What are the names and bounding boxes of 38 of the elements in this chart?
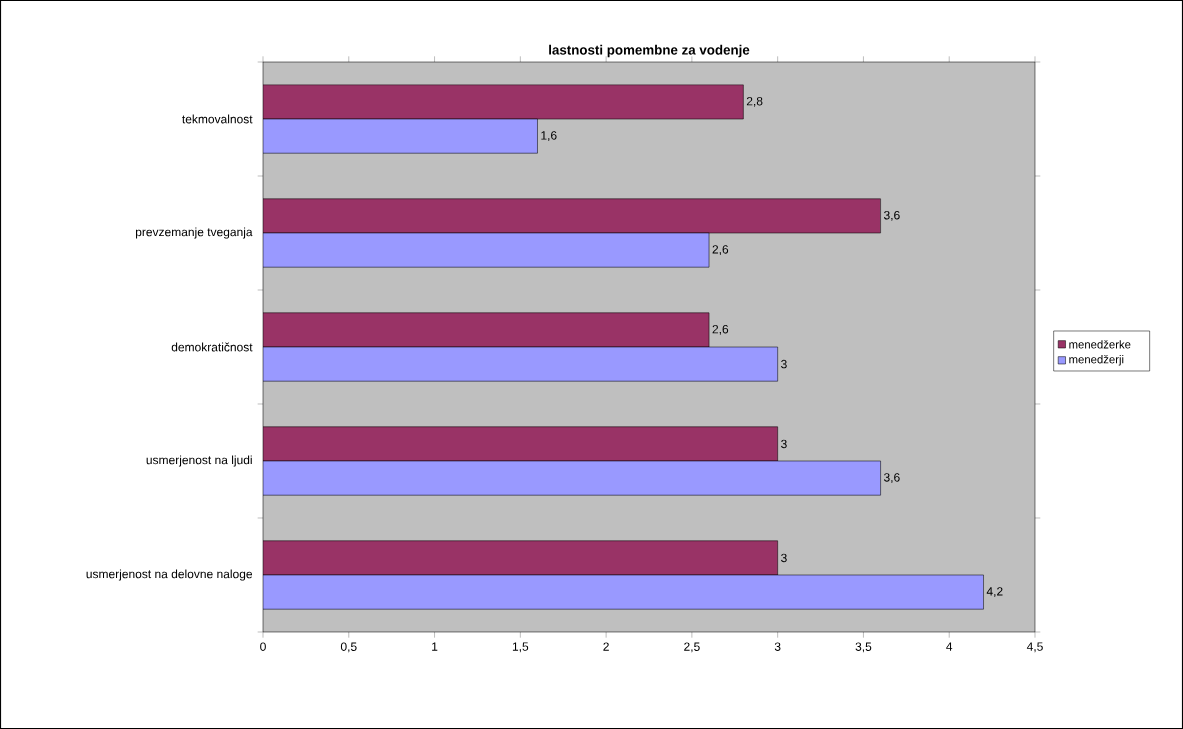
bar xyxy=(263,426,778,462)
x-tick-label: 1 xyxy=(432,642,438,651)
x-tick-label: 4,5 xyxy=(1026,642,1043,653)
bar xyxy=(263,232,710,268)
x-tick-label: 2 xyxy=(603,642,609,651)
x-tick-label: 2,5 xyxy=(684,642,700,653)
data-label: 2,6 xyxy=(712,324,729,335)
bar xyxy=(263,460,881,496)
y-tick-label: demokratičnost xyxy=(171,342,253,352)
data-label: 4,2 xyxy=(986,587,1003,598)
y-tick-label: usmerjenost na delovne naloge xyxy=(86,569,253,581)
bar xyxy=(263,574,984,610)
y-tick-label: usmerjenost na ljudi xyxy=(146,455,252,467)
data-label: 2,6 xyxy=(712,245,729,256)
data-label: 3 xyxy=(781,553,787,563)
bar xyxy=(263,312,710,348)
bar xyxy=(263,198,881,234)
x-tick-label: 4 xyxy=(946,642,953,651)
data-label: 3 xyxy=(781,359,787,369)
legend-label: menedžerji xyxy=(1069,355,1124,366)
data-label: 1,6 xyxy=(541,131,557,142)
data-label: 2,8 xyxy=(746,96,763,107)
x-tick-label: 3 xyxy=(774,642,781,651)
data-label: 3,6 xyxy=(883,210,900,221)
x-tick-label: 0 xyxy=(260,642,266,651)
data-label: 3 xyxy=(781,439,787,449)
legend-label: menedžerke xyxy=(1069,340,1131,349)
data-label: 3,6 xyxy=(883,473,900,484)
y-tick-label: prevzemanje tveganja xyxy=(135,227,253,239)
bar xyxy=(263,84,744,120)
y-tick-label: tekmovalnost xyxy=(182,114,253,124)
bar xyxy=(263,540,778,576)
bar xyxy=(263,346,778,382)
x-tick-label: 3,5 xyxy=(855,642,872,653)
x-tick-label: 1,5 xyxy=(512,642,529,653)
chart-title: lastnosti pomembne za vodenje xyxy=(549,44,750,58)
bar xyxy=(263,118,538,154)
x-tick-label: 0,5 xyxy=(340,642,357,653)
